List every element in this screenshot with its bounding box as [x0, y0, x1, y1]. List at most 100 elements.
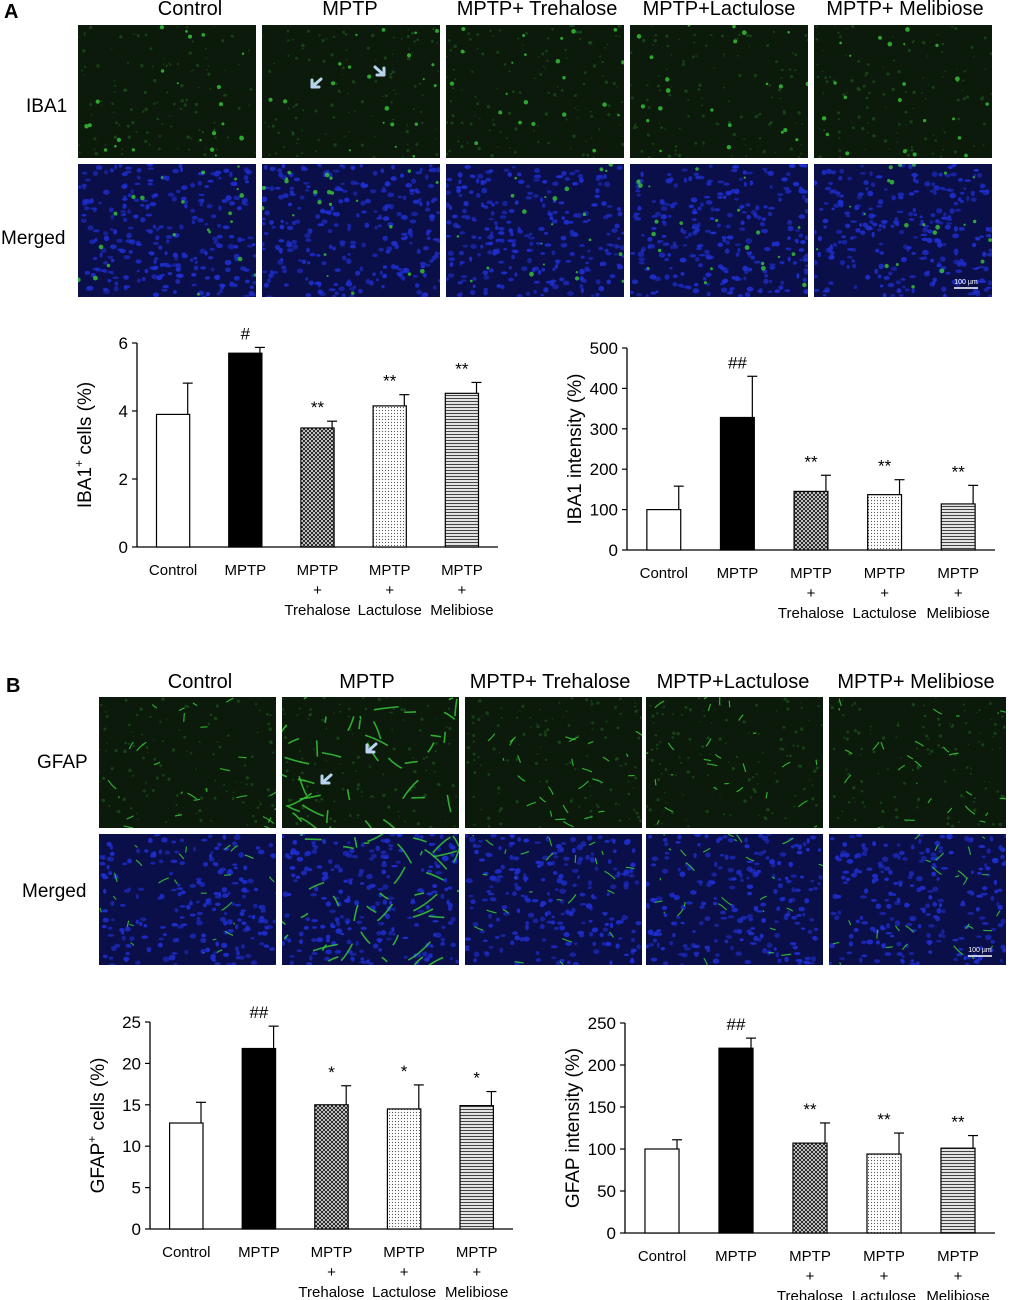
- category-label: Melibiose: [445, 1284, 508, 1300]
- micrograph-a-merged-lactulose: [630, 164, 808, 297]
- chart-gfap-cells: 0 5 10 15 20 25 GFAP+ cells (%) Control ## MPTP * M…: [85, 1003, 513, 1300]
- micrograph-a-merged-control: [78, 164, 256, 297]
- bar: [719, 416, 755, 551]
- micrograph-a-iba1-melibiose: [814, 25, 992, 158]
- micrograph-b-gfap-lactulose: [646, 697, 823, 828]
- significance-label: **: [455, 359, 469, 378]
- category-label: MPTP: [717, 565, 759, 582]
- y-tick-label: 4: [119, 402, 128, 421]
- category-label: MPTP: [790, 565, 832, 582]
- y-tick-label: 10: [122, 1137, 141, 1156]
- bar: [155, 413, 191, 548]
- arrow-icon: [320, 773, 333, 785]
- micrograph-a-merged-trehalose: [446, 164, 624, 297]
- y-tick-label: 0: [132, 1220, 141, 1239]
- category-label: Trehalose: [284, 602, 350, 619]
- bar: [940, 503, 976, 551]
- bar: [444, 392, 480, 548]
- category-label: MPTP: [224, 562, 266, 579]
- category-label: +: [400, 1264, 409, 1281]
- y-axis-label: IBA1 intensity (%): [565, 374, 586, 525]
- significance-label: **: [952, 462, 966, 481]
- category-label: MPTP: [864, 565, 906, 582]
- significance-label: **: [804, 452, 818, 471]
- category-label: Melibiose: [926, 1288, 989, 1300]
- y-tick-label: 15: [122, 1096, 141, 1115]
- bar: [228, 352, 263, 548]
- micrograph-a-iba1-trehalose: [446, 25, 624, 158]
- y-tick-label: 20: [122, 1054, 141, 1073]
- y-axis-label: GFAP+ cells (%): [85, 1058, 109, 1194]
- arrow-icon: [373, 65, 386, 77]
- category-label: MPTP: [441, 562, 483, 579]
- significance-label: ##: [249, 1003, 268, 1022]
- bar: [867, 494, 903, 551]
- column-header-lactulose-b: MPTP+Lactulose: [656, 671, 810, 693]
- y-tick-label: 200: [590, 460, 618, 479]
- row-header-iba1: IBA1: [26, 96, 68, 117]
- column-header-melibiose: MPTP+ Melibiose: [826, 0, 984, 20]
- significance-label: *: [328, 1063, 335, 1082]
- micrograph-a-merged-melibiose: 100 µm: [814, 164, 992, 297]
- significance-label: **: [877, 1110, 891, 1129]
- category-label: Lactulose: [358, 602, 422, 619]
- y-tick-label: 400: [590, 379, 618, 398]
- bar: [644, 1148, 680, 1234]
- category-label: MPTP: [789, 1248, 831, 1265]
- micrograph-b-merged-trehalose: [465, 834, 642, 965]
- bar: [314, 1104, 349, 1230]
- category-label: +: [954, 1268, 963, 1285]
- category-label: MPTP: [383, 1244, 425, 1261]
- significance-label: ##: [727, 1015, 746, 1034]
- category-label: Trehalose: [777, 1288, 843, 1300]
- micrograph-a-iba1-control: [78, 25, 256, 158]
- y-tick-label: 0: [609, 541, 618, 560]
- y-tick-label: 500: [590, 339, 618, 358]
- column-header-trehalose: MPTP+ Trehalose: [456, 0, 618, 20]
- micrograph-a-iba1-lactulose: [630, 25, 808, 158]
- category-label: +: [807, 585, 816, 602]
- micrograph-b-gfap-trehalose: [465, 697, 642, 828]
- category-label: Melibiose: [927, 605, 990, 622]
- category-label: Lactulose: [852, 605, 916, 622]
- category-label: MPTP: [311, 1244, 353, 1261]
- category-label: MPTP: [937, 565, 979, 582]
- category-label: MPTP: [297, 562, 339, 579]
- micrograph-b-merged-melibiose: 100 µm: [829, 834, 1006, 965]
- scale-bar-label: 100 µm: [968, 947, 992, 954]
- y-tick-label: 100: [590, 501, 618, 520]
- micrograph-a-iba1-mptp: [262, 25, 440, 158]
- category-label: MPTP: [863, 1248, 905, 1265]
- column-header-control: Control: [157, 0, 223, 20]
- row-header-gfap: GFAP: [37, 752, 88, 773]
- category-label: +: [458, 582, 467, 599]
- bar: [793, 490, 829, 551]
- significance-label: **: [311, 398, 325, 417]
- micrograph-b-merged-mptp: [282, 834, 459, 965]
- significance-label: *: [401, 1062, 408, 1081]
- bar: [646, 509, 682, 551]
- significance-label: **: [383, 372, 397, 391]
- category-label: +: [385, 582, 394, 599]
- column-header-mptp-b: MPTP: [339, 671, 395, 693]
- row-header-merged-b: Merged: [22, 881, 87, 902]
- significance-label: **: [803, 1100, 817, 1119]
- category-label: Trehalose: [778, 605, 844, 622]
- significance-label: **: [878, 457, 892, 476]
- column-header-trehalose-b: MPTP+ Trehalose: [469, 671, 631, 693]
- category-label: Control: [638, 1248, 686, 1265]
- category-label: Control: [149, 562, 197, 579]
- row-header-merged-a: Merged: [1, 228, 66, 249]
- bar: [792, 1142, 828, 1234]
- column-header-mptp: MPTP: [322, 0, 378, 20]
- panel-b-letter: B: [6, 675, 21, 697]
- y-tick-label: 250: [588, 1014, 616, 1033]
- column-header-control-b: Control: [167, 671, 233, 693]
- category-label: Control: [640, 565, 688, 582]
- y-tick-label: 0: [607, 1224, 616, 1243]
- category-label: MPTP: [238, 1244, 280, 1261]
- y-tick-label: 6: [119, 334, 128, 353]
- chart-iba1-cells: 0 2 4 6 IBA1+ cells (%) Control # MPTP ** MPTP + Tr…: [72, 325, 498, 619]
